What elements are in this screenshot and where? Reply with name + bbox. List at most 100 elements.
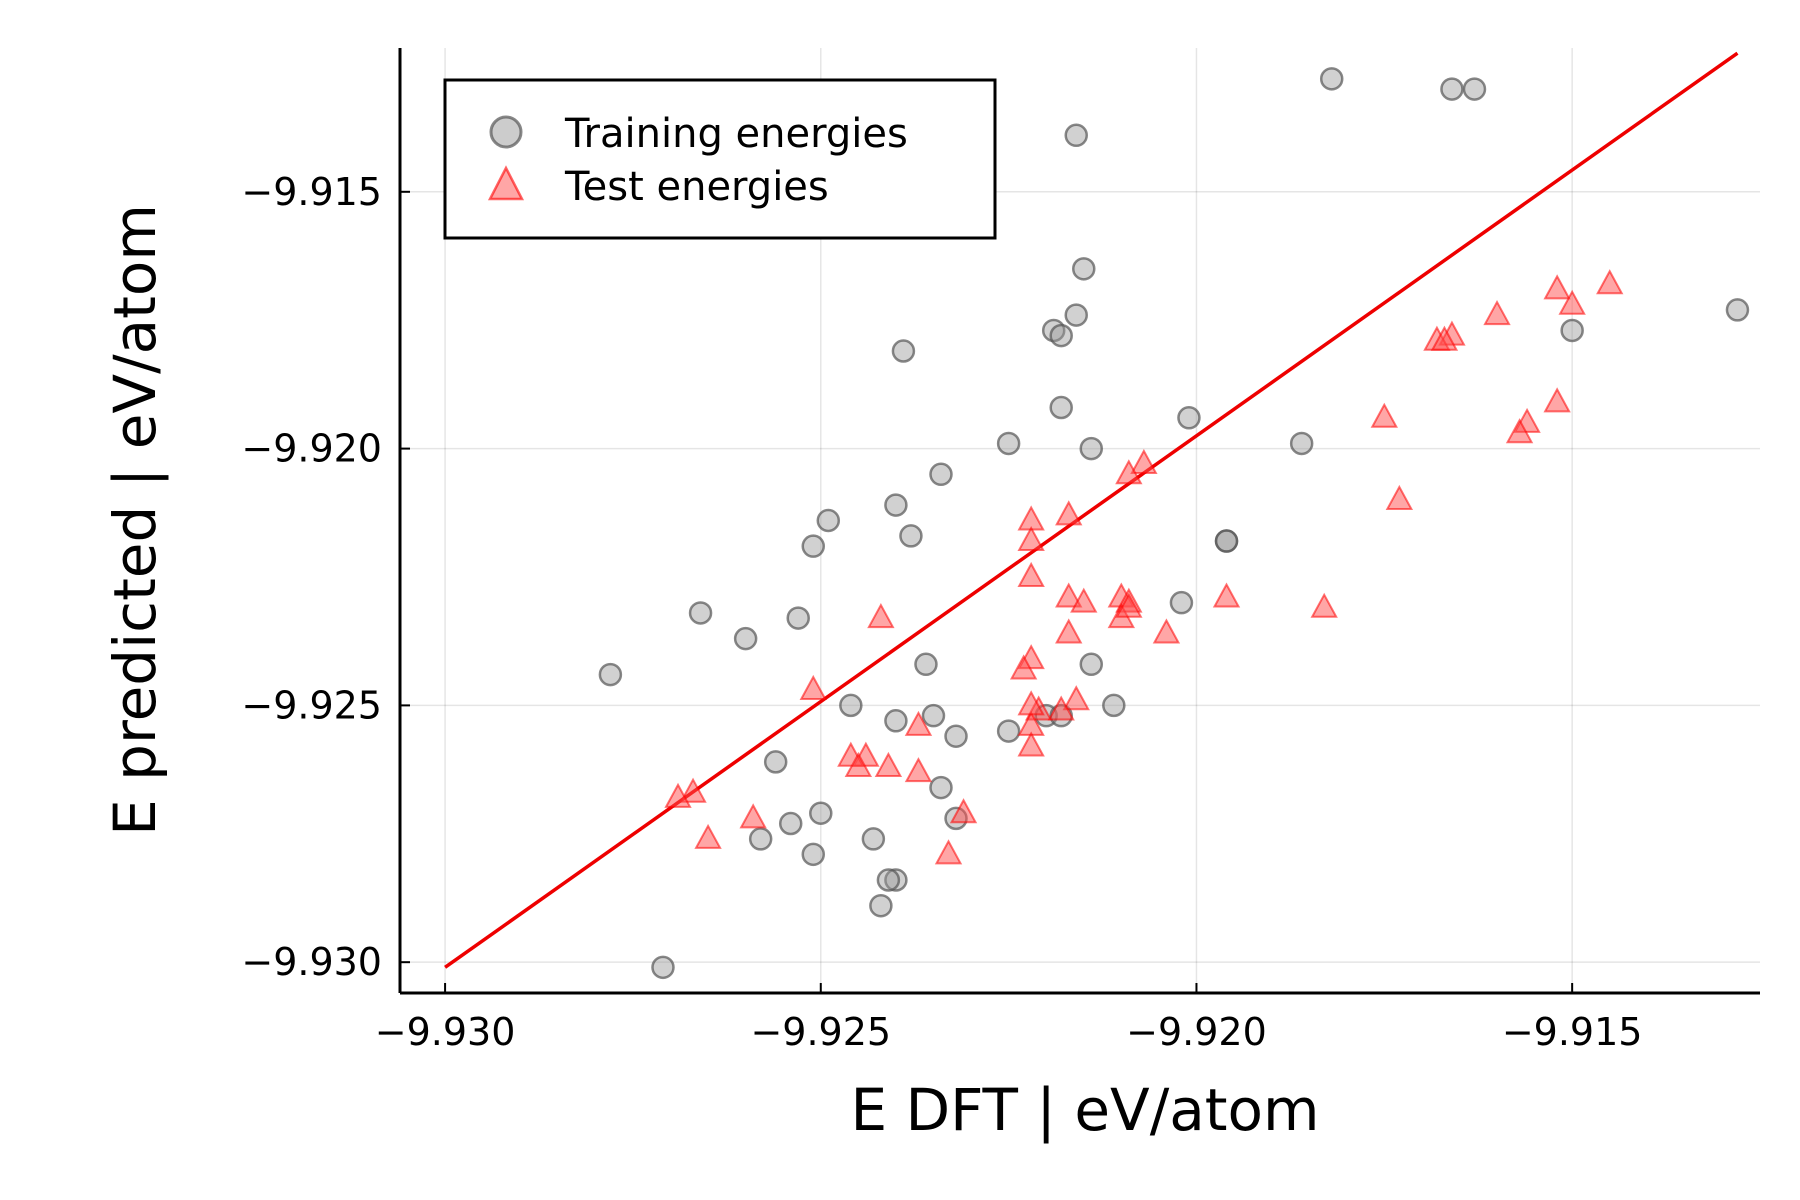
y-tick-label-0: −9.930	[241, 940, 382, 984]
training-point-30	[921, 703, 946, 728]
test-point-31	[1047, 695, 1075, 721]
test-point-19	[1017, 525, 1045, 552]
test-point-49	[664, 782, 692, 808]
test-point-10	[1505, 418, 1534, 444]
y-tick-label-1: −9.925	[241, 683, 382, 727]
training-point-7	[1049, 323, 1073, 348]
legend-box	[443, 78, 997, 240]
training-point-40	[929, 775, 953, 800]
training-point-8	[891, 339, 916, 363]
test-point-15	[1130, 448, 1158, 475]
test-point-2	[1558, 289, 1586, 315]
test-point-46	[739, 803, 767, 829]
test-point-29	[1055, 618, 1083, 644]
test-point-21	[1055, 582, 1083, 608]
test-point-41	[844, 751, 873, 778]
test-point-20	[1017, 561, 1045, 587]
training-point-10	[1177, 406, 1201, 430]
training-point-13	[1079, 436, 1104, 461]
training-point-43	[801, 842, 826, 867]
test-point-8	[1543, 387, 1571, 413]
test-point-3	[1483, 299, 1511, 326]
x-tick-label-1: −9.925	[750, 1010, 891, 1054]
training-point-42	[861, 827, 886, 851]
training-point-17	[899, 524, 923, 548]
test-point-13	[1212, 582, 1241, 608]
test-point-12	[1310, 592, 1338, 618]
test-point-37	[799, 674, 827, 700]
test-point-45	[934, 839, 963, 865]
axes	[398, 48, 1760, 995]
training-point-44	[884, 868, 908, 892]
training-point-12	[1289, 431, 1314, 456]
training-point-3	[1064, 123, 1088, 148]
training-point-46	[869, 893, 893, 918]
training-point-21	[786, 606, 810, 630]
training-point-4	[1072, 257, 1096, 281]
x-tick-label-2: −9.920	[1126, 1010, 1267, 1054]
training-point-9	[1049, 395, 1073, 420]
training-point-37	[778, 811, 803, 836]
training-point-25	[1169, 590, 1194, 615]
legend-marker-training	[489, 115, 523, 149]
test-point-48	[679, 777, 707, 803]
training-point-11	[996, 431, 1021, 456]
legend-marker-test	[487, 165, 525, 201]
test-point-35	[1017, 690, 1045, 716]
training-point-45	[876, 868, 901, 892]
training-point-32	[944, 724, 968, 748]
test-point-28	[1009, 654, 1038, 680]
test-point-38	[904, 710, 933, 736]
training-point-16	[816, 508, 841, 533]
test-point-22	[1070, 587, 1098, 613]
test-point-16	[1115, 459, 1143, 485]
test-point-14	[1152, 618, 1181, 644]
training-point-47	[651, 955, 675, 980]
legend: Training energies Test energies	[443, 78, 997, 240]
training-point-39	[748, 827, 773, 851]
training-point-2	[1462, 77, 1487, 101]
data-marks	[444, 51, 1750, 980]
training-point-27	[1079, 652, 1104, 677]
test-point-26	[1115, 592, 1143, 618]
y-ticks: −9.930 −9.925 −9.920 −9.915	[241, 170, 410, 984]
training-point-31	[884, 709, 908, 733]
test-point-44	[949, 798, 978, 824]
training-point-15	[884, 493, 908, 517]
training-point-20	[733, 626, 758, 651]
training-point-33	[996, 719, 1021, 743]
training-point-28	[839, 693, 863, 718]
training-point-5	[1064, 303, 1088, 327]
training-point-19	[688, 601, 713, 625]
training-point-1	[1440, 77, 1464, 101]
training-point-49	[1560, 318, 1584, 343]
test-point-7	[1370, 402, 1398, 428]
test-point-42	[874, 751, 903, 778]
x-tick-label-3: −9.915	[1502, 1010, 1643, 1054]
legend-label-test: Test energies	[564, 164, 829, 210]
y-axis-title: E predicted | eV/atom	[101, 204, 169, 836]
y-tick-label-3: −9.915	[241, 170, 382, 214]
test-point-34	[1017, 731, 1045, 757]
identity-line	[444, 51, 1739, 969]
training-point-22	[598, 662, 623, 687]
training-point-36	[763, 750, 788, 774]
test-point-0	[1596, 269, 1624, 295]
test-point-30	[1062, 685, 1090, 711]
test-point-47	[694, 823, 722, 849]
x-tick-label-0: −9.930	[375, 1010, 516, 1054]
training-point-48	[1725, 298, 1750, 322]
test-point-36	[867, 602, 895, 629]
training-point-29	[1102, 693, 1126, 718]
test-point-11	[1385, 484, 1414, 510]
test-point-1	[1543, 274, 1571, 300]
training-point-18	[801, 534, 826, 558]
x-axis-title: E DFT | eV/atom	[850, 1076, 1319, 1144]
training-point-14	[929, 462, 953, 487]
legend-label-training: Training energies	[564, 111, 908, 157]
training-point-26	[914, 652, 938, 677]
x-ticks: −9.930 −9.925 −9.920 −9.915	[375, 983, 1643, 1054]
test-point-43	[904, 757, 933, 783]
training-point-0	[1319, 67, 1344, 91]
